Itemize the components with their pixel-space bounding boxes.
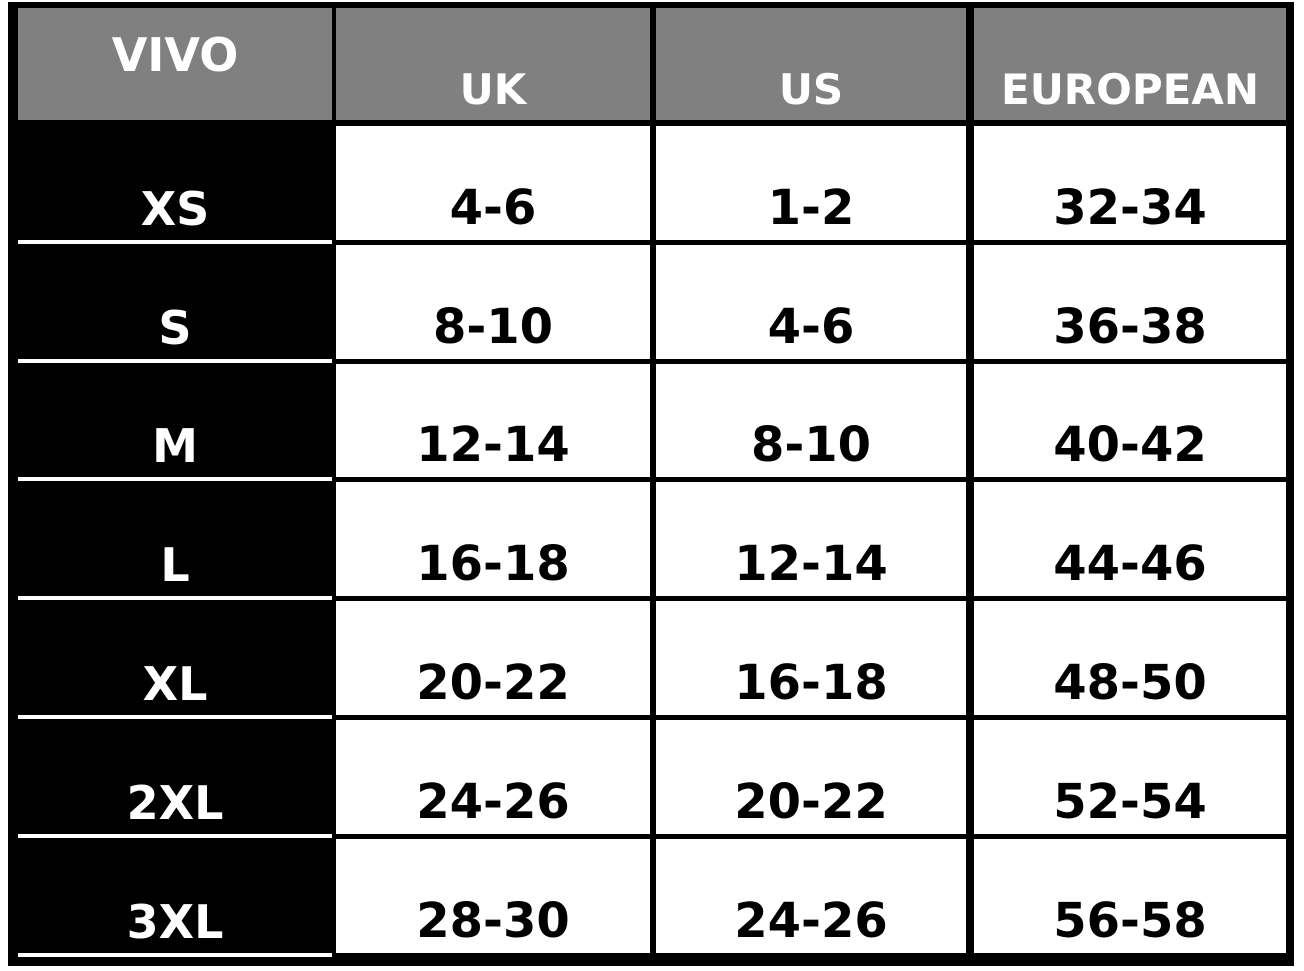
header-cell: US xyxy=(656,8,966,120)
size-label: 3XL xyxy=(18,838,332,957)
size-label: L xyxy=(18,482,332,601)
size-label: S xyxy=(18,244,332,363)
size-value: 56-58 xyxy=(974,838,1286,953)
size-label: XS xyxy=(18,126,332,244)
size-value: 20-22 xyxy=(656,720,966,834)
size-label: M xyxy=(18,363,332,482)
size-value: 24-26 xyxy=(336,720,650,834)
size-value: 44-46 xyxy=(974,482,1286,597)
size-table: VIVO UK US EUROPEAN XS 4-6 1-2 32-34 S 8-10 4-6 36-… xyxy=(8,2,1294,966)
size-value: 4-6 xyxy=(656,244,966,359)
size-value: 36-38 xyxy=(974,244,1286,359)
header-cell: UK xyxy=(336,8,650,120)
size-value: 8-10 xyxy=(656,363,966,478)
size-value: 16-18 xyxy=(656,601,966,715)
size-value: 20-22 xyxy=(336,601,650,715)
size-value: 40-42 xyxy=(974,363,1286,478)
size-label: XL xyxy=(18,601,332,719)
size-value: 16-18 xyxy=(336,482,650,597)
size-value: 28-30 xyxy=(336,838,650,953)
header-cell: VIVO xyxy=(18,8,332,120)
size-value: 48-50 xyxy=(974,601,1286,715)
size-value: 8-10 xyxy=(336,244,650,359)
size-value: 24-26 xyxy=(656,838,966,953)
size-value: 32-34 xyxy=(974,126,1286,240)
size-value: 12-14 xyxy=(336,363,650,478)
size-value: 12-14 xyxy=(656,482,966,597)
size-label: 2XL xyxy=(18,720,332,838)
header-cell: EUROPEAN xyxy=(974,8,1286,120)
size-value: 52-54 xyxy=(974,720,1286,834)
size-value: 4-6 xyxy=(336,126,650,240)
size-value: 1-2 xyxy=(656,126,966,240)
